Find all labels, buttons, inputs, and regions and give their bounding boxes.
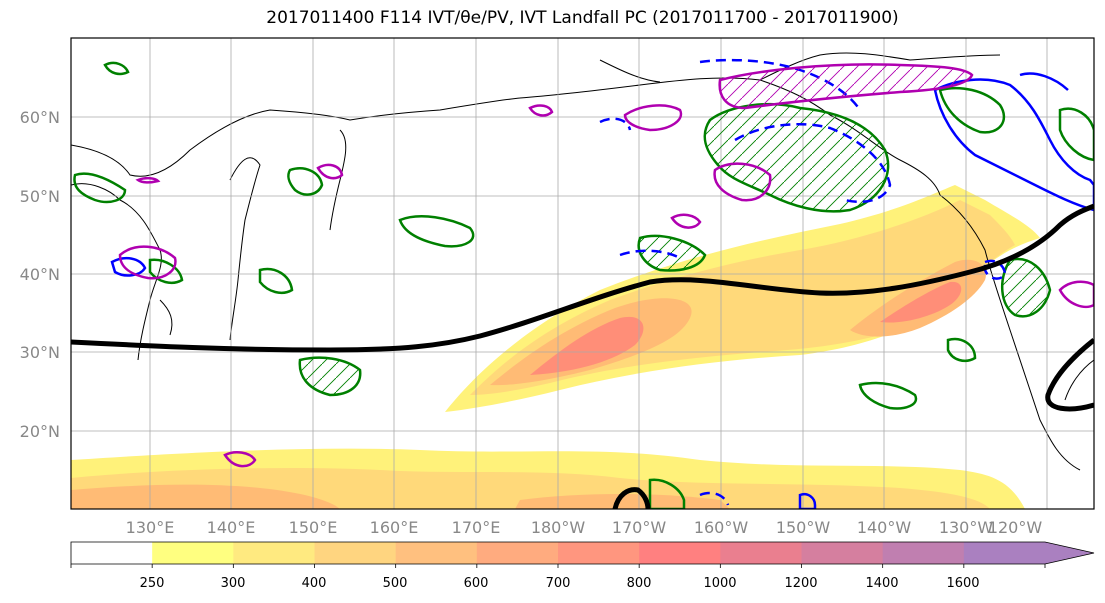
- lon-label: 150°W: [776, 518, 831, 537]
- colorbar-cell: [801, 542, 884, 564]
- lat-label: 30°N: [20, 343, 60, 362]
- theta-e-contours: [118, 63, 1094, 468]
- colorbar-cell: [882, 542, 965, 564]
- lon-label: 140°W: [857, 518, 912, 537]
- lat-label: 20°N: [20, 422, 60, 441]
- colorbar-tick-label: 1600: [946, 576, 979, 591]
- map-area: [71, 38, 1094, 509]
- map-frame: [70, 37, 1095, 510]
- colorbar-extend-arrow: [1045, 542, 1094, 564]
- map-title: 2017011400 F114 IVT/θe/PV, IVT Landfall …: [266, 8, 899, 28]
- colorbar-tick-label: 300: [221, 576, 246, 591]
- colorbar-cell: [152, 542, 234, 564]
- ivt-subtropical-band: [71, 448, 1025, 509]
- colorbar-cell: [639, 542, 721, 564]
- lon-label: 170°W: [612, 518, 667, 537]
- colorbar-outline: [70, 541, 1095, 565]
- lon-label: 120°W: [988, 518, 1043, 537]
- lon-label: 160°E: [370, 518, 419, 537]
- colorbar: 250 300 400 500 600 700 800 1000 1200 14…: [70, 541, 1095, 591]
- lon-label: 150°E: [289, 518, 338, 537]
- lon-label: 180°W: [531, 518, 586, 537]
- colorbar-tick-label: 250: [140, 576, 165, 591]
- lat-label: 60°N: [20, 108, 60, 127]
- colorbar-tick-label: 1000: [703, 576, 736, 591]
- colorbar-cell: [395, 542, 478, 564]
- lon-label: 130°E: [126, 518, 175, 537]
- colorbar-ticks: [70, 564, 1046, 568]
- colorbar-cell: [476, 542, 559, 564]
- colorbar-tick-label: 600: [464, 576, 489, 591]
- colorbar-cell: [558, 542, 640, 564]
- pv-contour: [71, 203, 1094, 509]
- colorbar-tick-label: 1400: [865, 576, 898, 591]
- latitude-labels: 60°N 50°N 40°N 30°N 20°N: [20, 108, 60, 441]
- lat-label: 50°N: [20, 187, 60, 206]
- colorbar-tick-label: 1200: [784, 576, 817, 591]
- colorbar-tick-label: 400: [302, 576, 327, 591]
- colorbar-tick-label: 500: [383, 576, 408, 591]
- colorbar-labels: 250 300 400 500 600 700 800 1000 1200 14…: [140, 576, 980, 591]
- lat-label: 40°N: [20, 265, 60, 284]
- green-anomaly-contours: [73, 61, 1094, 509]
- colorbar-cells: [71, 542, 1094, 564]
- lon-label: 130°W: [939, 518, 994, 537]
- longitude-labels: 130°E 140°E 150°E 160°E 170°E 180°W 170°…: [126, 518, 1043, 537]
- colorbar-cell: [963, 542, 1046, 564]
- colorbar-cell: [233, 542, 315, 564]
- colorbar-tick-label: 700: [546, 576, 571, 591]
- colorbar-cell: [71, 542, 153, 564]
- colorbar-tick-label: 800: [627, 576, 652, 591]
- lon-label: 140°E: [207, 518, 256, 537]
- lon-label: 170°E: [452, 518, 501, 537]
- colorbar-cell: [720, 542, 802, 564]
- lon-label: 160°W: [694, 518, 749, 537]
- colorbar-cell: [314, 542, 397, 564]
